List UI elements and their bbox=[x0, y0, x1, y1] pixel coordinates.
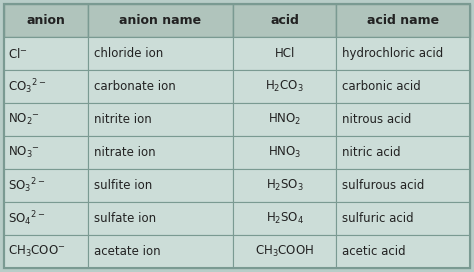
Text: HNO$_3$: HNO$_3$ bbox=[268, 145, 301, 160]
Bar bbox=[233, 70, 336, 103]
Bar bbox=[233, 37, 336, 70]
Bar bbox=[233, 136, 336, 169]
Bar bbox=[336, 235, 470, 268]
Bar bbox=[4, 136, 88, 169]
Bar bbox=[88, 103, 233, 136]
Text: CH$_3$COOH: CH$_3$COOH bbox=[255, 244, 314, 259]
Text: NO$_2$$^{-}$: NO$_2$$^{-}$ bbox=[8, 112, 40, 127]
Text: nitrite ion: nitrite ion bbox=[93, 113, 151, 126]
Bar bbox=[4, 235, 88, 268]
Bar bbox=[88, 136, 233, 169]
Bar bbox=[336, 136, 470, 169]
Bar bbox=[233, 4, 336, 37]
Text: sulfurous acid: sulfurous acid bbox=[342, 179, 425, 192]
Text: acetate ion: acetate ion bbox=[93, 245, 160, 258]
Text: carbonic acid: carbonic acid bbox=[342, 80, 421, 93]
Bar bbox=[88, 235, 233, 268]
Text: Cl$^{-}$: Cl$^{-}$ bbox=[8, 47, 27, 60]
Bar bbox=[88, 169, 233, 202]
Bar bbox=[4, 202, 88, 235]
Text: HCl: HCl bbox=[274, 47, 295, 60]
Text: H$_2$CO$_3$: H$_2$CO$_3$ bbox=[265, 79, 304, 94]
Text: nitrate ion: nitrate ion bbox=[93, 146, 155, 159]
Text: chloride ion: chloride ion bbox=[93, 47, 163, 60]
Text: acid name: acid name bbox=[367, 14, 439, 27]
Text: sulfite ion: sulfite ion bbox=[93, 179, 152, 192]
Text: HNO$_2$: HNO$_2$ bbox=[268, 112, 301, 127]
Bar bbox=[88, 37, 233, 70]
Text: nitrous acid: nitrous acid bbox=[342, 113, 412, 126]
Text: CO$_3$$^{2-}$: CO$_3$$^{2-}$ bbox=[8, 77, 46, 96]
Bar bbox=[88, 70, 233, 103]
Bar bbox=[233, 235, 336, 268]
Bar bbox=[88, 4, 233, 37]
Bar bbox=[336, 103, 470, 136]
Text: CH$_3$COO$^{-}$: CH$_3$COO$^{-}$ bbox=[8, 244, 65, 259]
Bar bbox=[233, 202, 336, 235]
Bar bbox=[233, 103, 336, 136]
Bar bbox=[4, 4, 88, 37]
Bar bbox=[336, 202, 470, 235]
Bar bbox=[336, 4, 470, 37]
Text: sulfate ion: sulfate ion bbox=[93, 212, 155, 225]
Text: NO$_3$$^{-}$: NO$_3$$^{-}$ bbox=[8, 145, 40, 160]
Bar bbox=[4, 103, 88, 136]
Bar bbox=[336, 70, 470, 103]
Bar bbox=[4, 169, 88, 202]
Text: anion: anion bbox=[27, 14, 65, 27]
Bar bbox=[336, 169, 470, 202]
Bar bbox=[88, 202, 233, 235]
Text: acid: acid bbox=[270, 14, 299, 27]
Text: SO$_3$$^{2-}$: SO$_3$$^{2-}$ bbox=[8, 176, 46, 195]
Text: sulfuric acid: sulfuric acid bbox=[342, 212, 414, 225]
Text: H$_2$SO$_3$: H$_2$SO$_3$ bbox=[266, 178, 304, 193]
Text: acetic acid: acetic acid bbox=[342, 245, 406, 258]
Text: anion name: anion name bbox=[119, 14, 201, 27]
Text: H$_2$SO$_4$: H$_2$SO$_4$ bbox=[265, 211, 304, 226]
Bar bbox=[4, 70, 88, 103]
Text: carbonate ion: carbonate ion bbox=[93, 80, 175, 93]
Text: hydrochloric acid: hydrochloric acid bbox=[342, 47, 444, 60]
Text: nitric acid: nitric acid bbox=[342, 146, 401, 159]
Bar bbox=[233, 169, 336, 202]
Bar bbox=[4, 37, 88, 70]
Bar bbox=[336, 37, 470, 70]
Text: SO$_4$$^{2-}$: SO$_4$$^{2-}$ bbox=[8, 209, 46, 228]
